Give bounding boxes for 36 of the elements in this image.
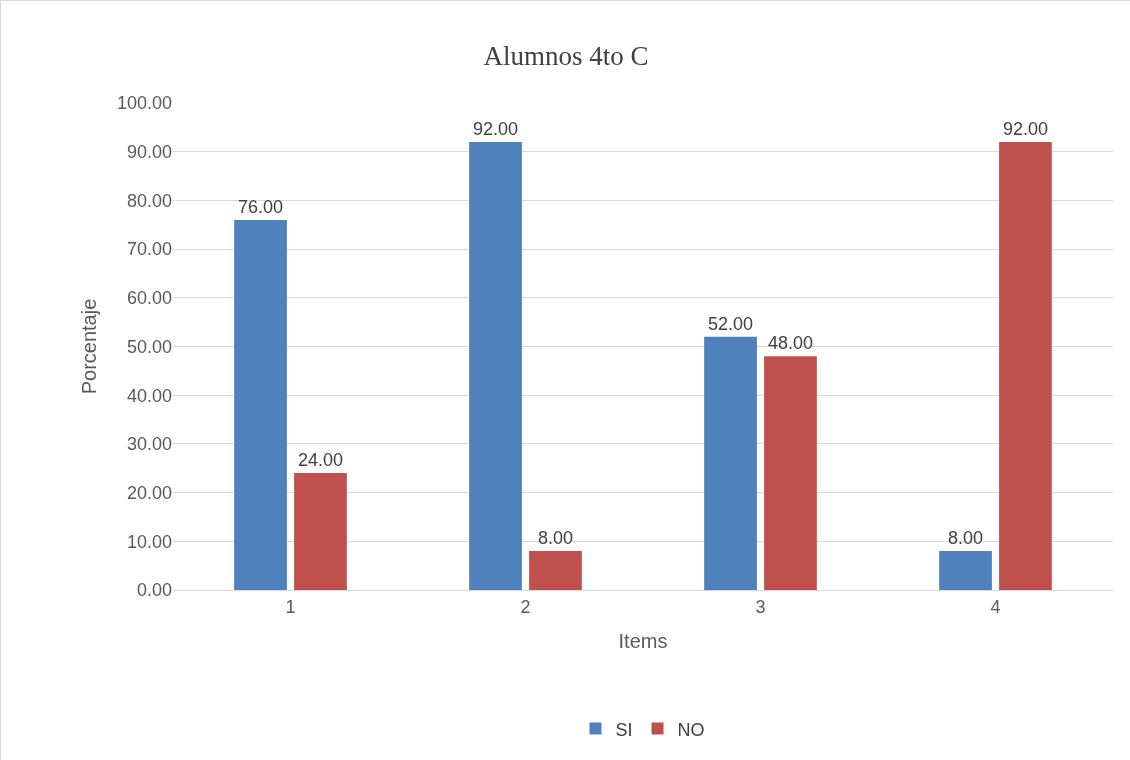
data-label: 24.00 (297, 450, 343, 471)
data-label: 52.00 (708, 313, 754, 334)
y-tick-label: 90.00 (126, 142, 172, 162)
y-tick-label: 70.00 (126, 239, 172, 260)
bar (704, 336, 757, 590)
bar (234, 219, 287, 590)
chart-title: Alumnos 4to C (483, 41, 649, 72)
data-label: 92.00 (1002, 118, 1048, 139)
data-label: 48.00 (767, 333, 813, 354)
y-tick-label: 30.00 (126, 434, 172, 455)
data-label: 92.00 (473, 118, 519, 139)
bar (469, 141, 522, 590)
bar (764, 356, 817, 590)
data-label: 76.00 (238, 196, 284, 217)
legend-label: NO (677, 719, 705, 740)
y-axis-title: Porcentaje (78, 298, 101, 395)
y-tick-label: 60.00 (126, 288, 172, 309)
x-tick-label: 4 (990, 596, 1001, 617)
x-tick-label: 2 (520, 596, 531, 617)
x-axis-title: Items (618, 630, 668, 653)
data-label: 8.00 (537, 528, 573, 549)
x-tick-label: 1 (285, 596, 296, 617)
y-tick-label: 100.00 (116, 93, 172, 114)
data-label: 8.00 (948, 528, 984, 549)
y-tick-label: 10.00 (126, 531, 172, 552)
y-tick-label: 80.00 (126, 190, 172, 211)
bar (939, 551, 992, 590)
y-tick-label: 20.00 (126, 482, 172, 503)
x-tick-label: 3 (755, 596, 766, 617)
legend-label: SI (615, 719, 633, 740)
bar (529, 551, 582, 590)
bar (294, 473, 347, 590)
bar (999, 141, 1052, 590)
y-tick-label: 0.00 (136, 580, 172, 601)
y-tick-label: 40.00 (126, 385, 172, 406)
y-tick-label: 50.00 (126, 336, 172, 357)
